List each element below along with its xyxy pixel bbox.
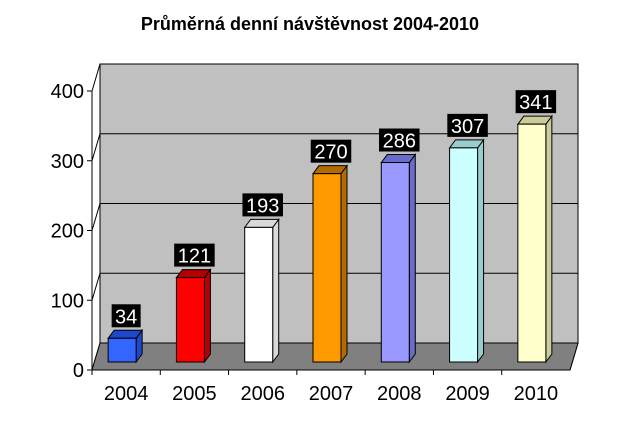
data-label: 121 [178,246,211,268]
data-label-bg [242,193,283,217]
x-tick-label: 2008 [377,383,422,405]
bar-side [408,153,416,364]
bar-front [449,147,479,363]
x-tick-label: 2004 [104,383,149,405]
data-label-bg [174,243,215,267]
y-axis: 0 100 200 300 400 [51,81,93,382]
bar-side [203,268,211,364]
y-tick-label: 100 [51,290,84,312]
data-label-bg [447,113,488,137]
x-tick-label: 2010 [514,383,559,405]
bar-front [517,123,547,363]
data-label-bg [379,128,420,152]
bar-top [175,269,212,279]
bar-top [448,139,485,149]
bar-front [244,226,274,363]
bar-top [380,154,417,164]
bar-2009 [448,138,485,364]
gridline [91,272,578,301]
x-tick-label: 2007 [309,383,354,405]
bar-2006 [243,217,280,364]
data-label: 307 [451,116,484,138]
data-labels: 34 121 193 270 286 307 341 [111,90,557,328]
bar-2004 [107,328,144,364]
x-axis: 2004 2005 2006 2007 2008 2009 2010 [91,369,570,405]
data-label: 286 [383,131,416,153]
data-label: 270 [314,142,347,164]
y-tick-label: 200 [51,221,84,243]
bar-2008 [380,153,417,364]
data-label: 193 [246,195,279,217]
x-tick-label: 2005 [172,383,217,405]
bar-2010 [516,114,553,364]
bar-side [477,138,485,364]
x-tick-label: 2006 [240,383,285,405]
y-tick-label: 400 [51,81,84,103]
y-tick-label: 0 [73,360,84,382]
y-tick-label: 300 [51,151,84,173]
bar-top [107,329,144,339]
bar-front [312,173,342,363]
bar-top [243,218,280,228]
chart-title: Průměrná denní návštěvnost 2004-2010 [140,14,480,34]
bar-2007 [312,164,348,364]
bar-2005 [175,268,212,364]
data-label-bg [111,304,141,328]
bar-side [545,114,553,364]
bar-top [312,165,348,175]
bar-side [272,217,280,364]
bar-front [107,337,137,363]
bar-side [340,164,348,364]
gridline [91,63,578,92]
bar-top [516,115,553,125]
bar-front [380,162,410,363]
bars [107,114,553,364]
data-label-bg [310,139,352,163]
gridline [91,203,578,231]
x-tick-label: 2009 [445,383,490,405]
data-label-bg [515,90,557,114]
data-label: 34 [115,306,137,328]
data-label: 341 [519,92,552,114]
bar-front [175,277,205,363]
